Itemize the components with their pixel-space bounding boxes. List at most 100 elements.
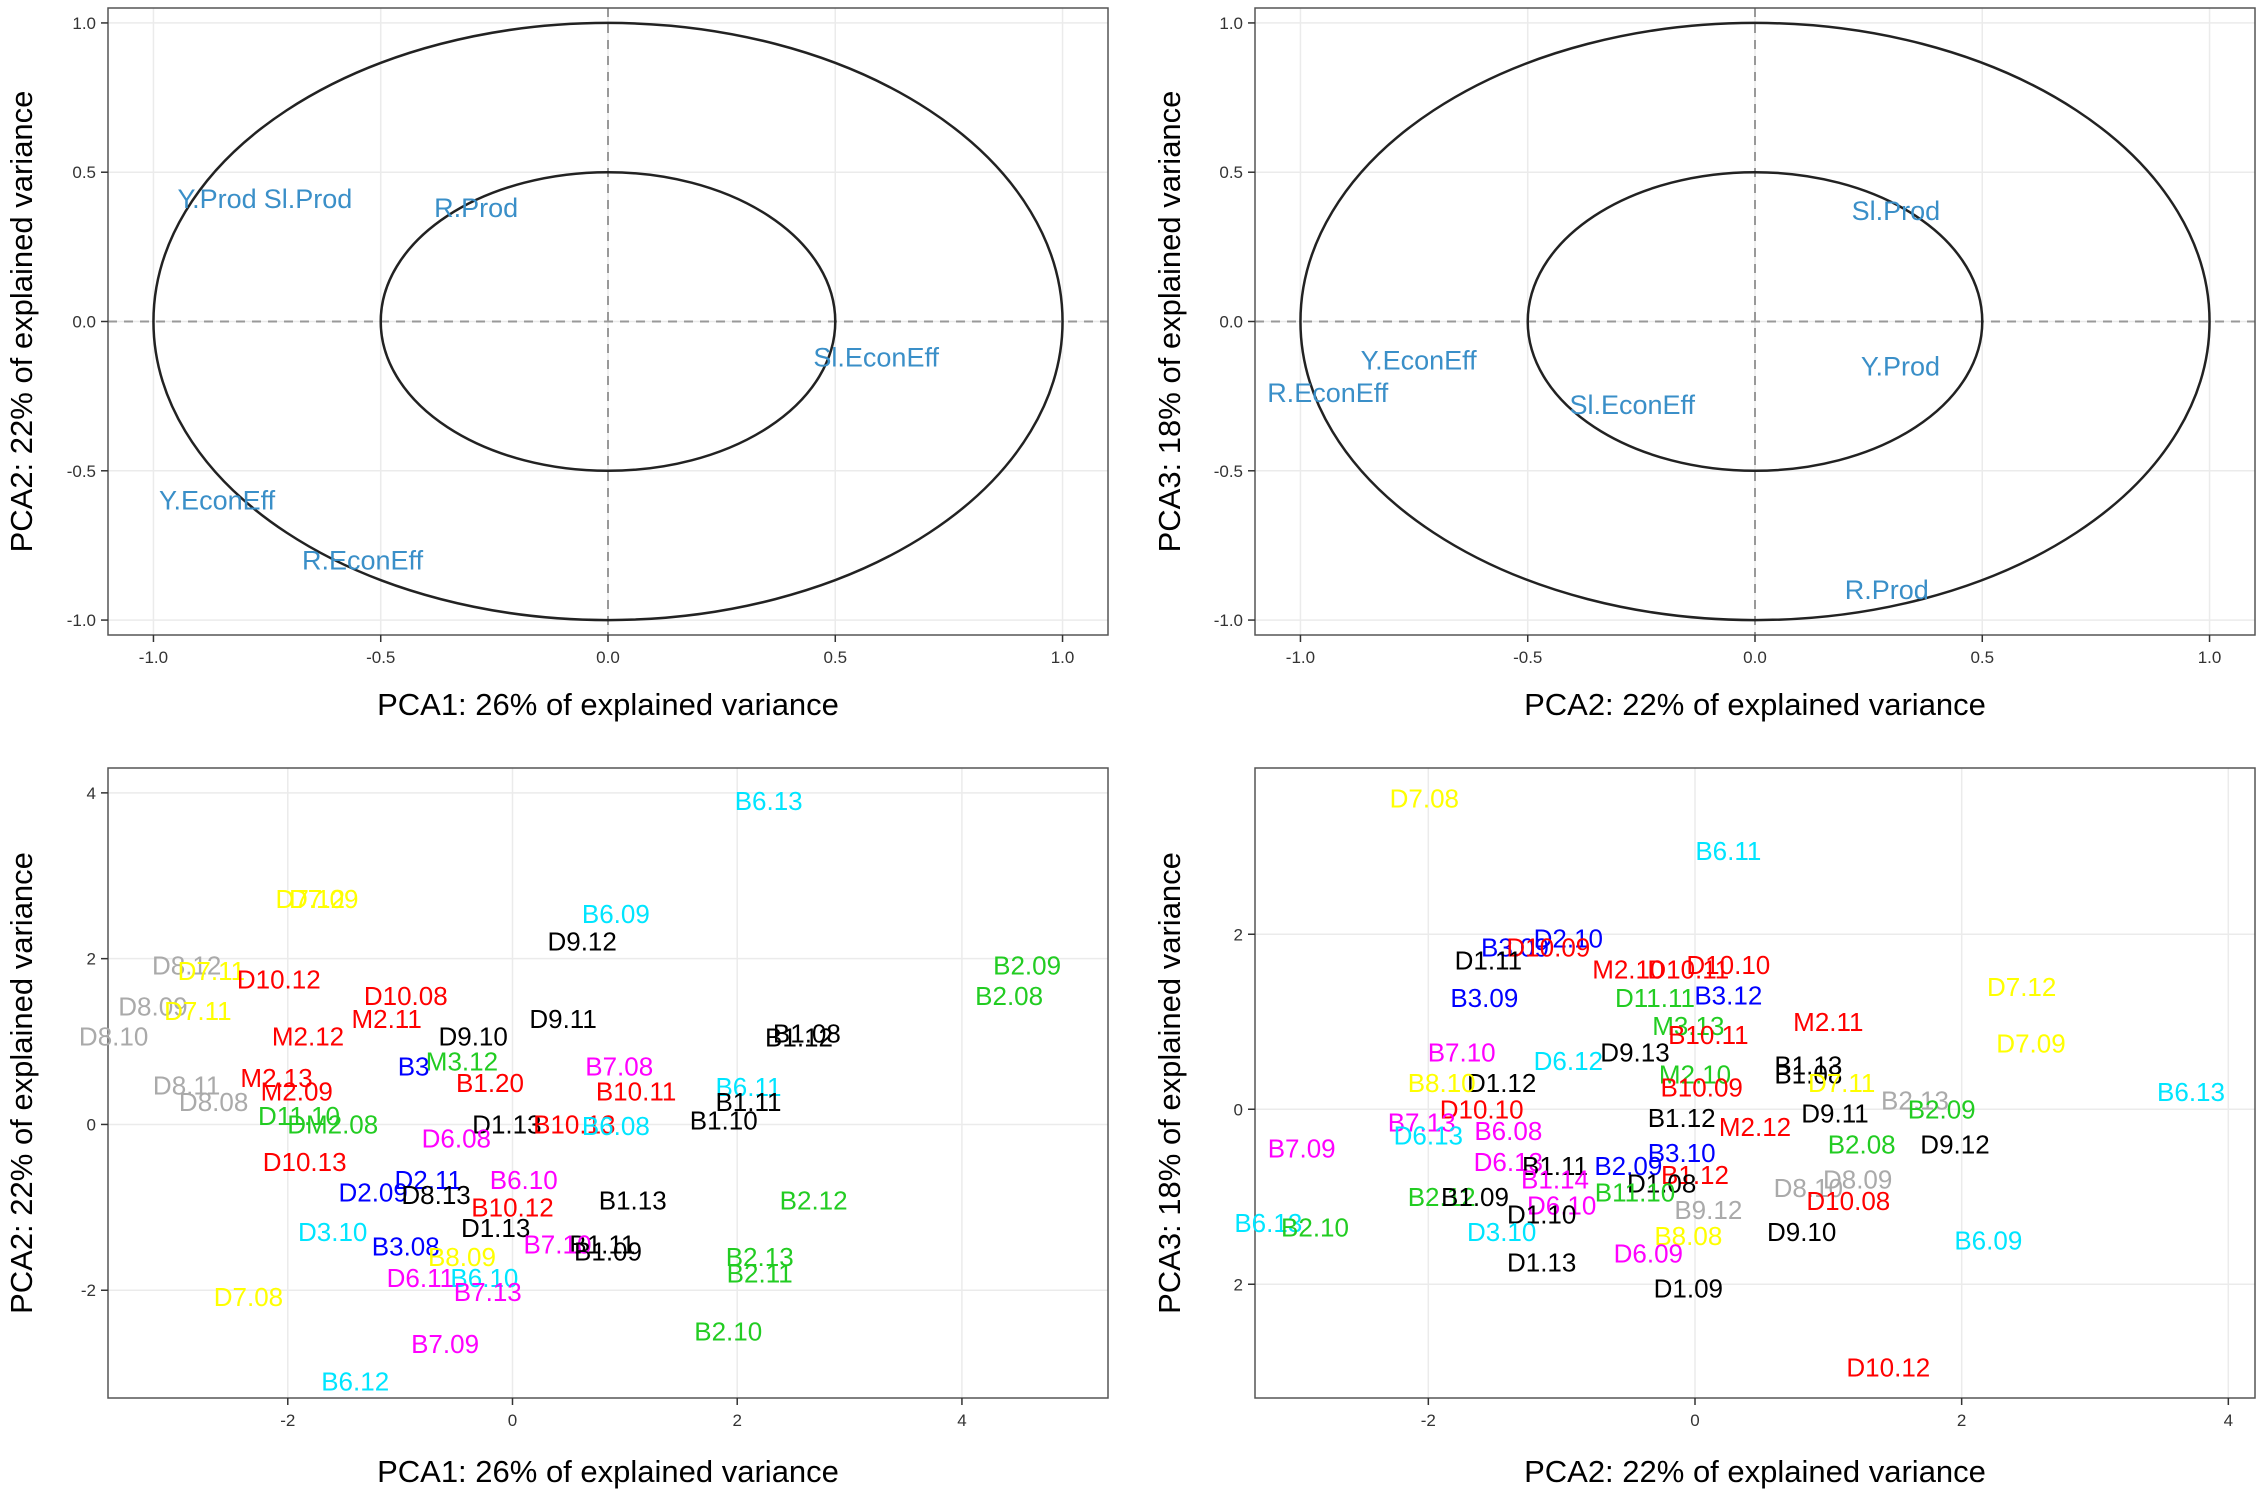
x-tick-label: -1.0	[139, 648, 168, 667]
panel-scores-pc1-pc2: -2 0 2 4 -2 0 2 4 PCA1: 26% of explained varianc…	[4, 767, 1109, 1489]
point-label: B1.12	[765, 1022, 833, 1052]
point-label: D10.10	[1440, 1094, 1524, 1124]
y-tick-label: -0.5	[1214, 462, 1243, 481]
point-label: M2.09	[261, 1076, 333, 1106]
point-label: B2.08	[975, 981, 1043, 1011]
point-label: D6.11	[387, 1263, 454, 1293]
point-label: D10.08	[364, 981, 448, 1011]
point-label: D9.13	[1600, 1037, 1669, 1067]
point-label: M2.13	[240, 1063, 312, 1093]
point-label: D10.09	[1506, 932, 1590, 962]
point-label: D7.11	[1808, 1068, 1875, 1098]
point-label: B7.10	[523, 1230, 591, 1260]
point-label: D1.12	[1467, 1068, 1536, 1098]
point-label: D7.12	[276, 884, 345, 914]
point-label: B6.10	[450, 1263, 518, 1293]
point-label: B2.10	[1281, 1212, 1349, 1242]
x-axis-title: PCA2: 22% of explained variance	[1524, 687, 1986, 722]
y-axis-title: PCA2: 22% of explained variance	[4, 91, 39, 553]
point-label: B10.11	[596, 1076, 676, 1106]
y-tick-label: -1.0	[67, 611, 96, 630]
point-label: B7.10	[1428, 1037, 1496, 1067]
point-label: D1.08	[1627, 1169, 1696, 1199]
point-label: D9.10	[1767, 1217, 1836, 1247]
point-label: B1.20	[456, 1068, 524, 1098]
y-tick-label: -1.0	[1214, 611, 1243, 630]
y-tick-label: 0	[87, 1115, 96, 1134]
point-label: B6.13	[735, 786, 803, 816]
point-label: B1.11	[569, 1230, 635, 1260]
point-label: D9.11	[1801, 1099, 1868, 1129]
point-label: B6.12	[321, 1366, 389, 1396]
point-label: D8.12	[152, 950, 221, 980]
point-label: B6.11	[715, 1072, 781, 1102]
x-tick-label: 4	[957, 1411, 966, 1430]
point-label: D8.10	[1774, 1173, 1843, 1203]
point-label: B7.09	[411, 1329, 479, 1359]
x-tick-label: 0.5	[823, 648, 847, 667]
point-label: B1.12	[1661, 1160, 1729, 1190]
x-tick-label: 2	[732, 1411, 741, 1430]
x-tick-label: 0.5	[1970, 648, 1994, 667]
x-axis-title: PCA1: 26% of explained variance	[377, 1454, 839, 1489]
point-label: B3.08	[372, 1231, 440, 1261]
point-label: D7.11	[164, 996, 231, 1026]
point-label: DM2.08	[287, 1109, 378, 1139]
point-label: B2.11	[727, 1259, 793, 1289]
point-label: D6.13	[1474, 1147, 1543, 1177]
y-tick-label: 2	[1234, 925, 1243, 944]
x-tick-label: 0.0	[1743, 648, 1767, 667]
point-label: D9.10	[438, 1022, 507, 1052]
point-label: Y.Prod	[178, 184, 257, 214]
point-label: D9.11	[529, 1004, 596, 1034]
y-tick-label: 0.0	[72, 313, 96, 332]
point-label: D10.10	[1686, 950, 1770, 980]
point-label: M2.12	[272, 1022, 344, 1052]
point-label: D2.11	[394, 1165, 461, 1195]
point-label: Sl.Prod	[264, 184, 353, 214]
point-label: B2.09	[993, 950, 1061, 980]
point-label: D1.13	[1507, 1247, 1576, 1277]
point-label: B2.12	[1408, 1182, 1476, 1212]
point-label: D7.09	[1996, 1029, 2065, 1059]
y-tick-label: -0.5	[67, 462, 96, 481]
point-label: D10.11	[1647, 954, 1729, 984]
point-label: Sl.EconEff	[1569, 390, 1695, 420]
point-label: D1.09	[1654, 1274, 1723, 1304]
point-label: B9.12	[1674, 1195, 1742, 1225]
point-label: D10.08	[1806, 1186, 1890, 1216]
y-axis-title: PCA3: 18% of explained variance	[1152, 91, 1187, 553]
x-tick-label: 0.0	[596, 648, 620, 667]
point-label: D2.09	[338, 1177, 407, 1207]
point-label: D3.10	[298, 1217, 367, 1247]
point-label: D3.10	[1467, 1217, 1536, 1247]
x-tick-label: 0	[508, 1411, 517, 1430]
point-label: D10.13	[263, 1147, 347, 1177]
point-label: B1.10	[690, 1105, 758, 1135]
point-label: B3.09	[1450, 983, 1518, 1013]
y-tick-label: 0	[1234, 1100, 1243, 1119]
x-tick-label: 1.0	[2198, 648, 2222, 667]
point-label: B2.12	[780, 1186, 848, 1216]
point-label: D1.13	[472, 1109, 541, 1139]
point-label: B1.12	[1648, 1103, 1716, 1133]
point-label: B6.13	[2157, 1077, 2225, 1107]
point-label: B1.14	[1521, 1164, 1589, 1194]
point-label: D7.08	[1390, 784, 1459, 814]
y-axis-title: PCA2: 22% of explained variance	[4, 852, 39, 1314]
x-tick-label: -0.5	[1513, 648, 1542, 667]
plot-border	[1254, 767, 2256, 1399]
point-label: B6.09	[582, 899, 650, 929]
point-label: D10.12	[237, 964, 321, 994]
point-label: B3	[398, 1051, 430, 1081]
point-label: M2.10	[1659, 1059, 1731, 1089]
y-tick-label: 4	[87, 784, 96, 803]
point-label: D8.09	[1823, 1164, 1892, 1194]
x-tick-label: -2	[280, 1411, 295, 1430]
panel-loadings-pc1-pc2: -1.0 -0.5 0.0 0.5 1.0 -1.0 -0.5 0.0 0.5 1.0 PCA1: …	[4, 7, 1109, 722]
point-label: D11.10	[258, 1101, 340, 1131]
point-label: R.Prod	[1845, 575, 1929, 605]
panel-scores-pc2-pc3: -2 0 2 4 2 0 2 PCA2: 22% of explained variance P…	[1152, 767, 2256, 1489]
point-label: D8.13	[401, 1180, 470, 1210]
point-label: D6.13	[1394, 1121, 1463, 1151]
